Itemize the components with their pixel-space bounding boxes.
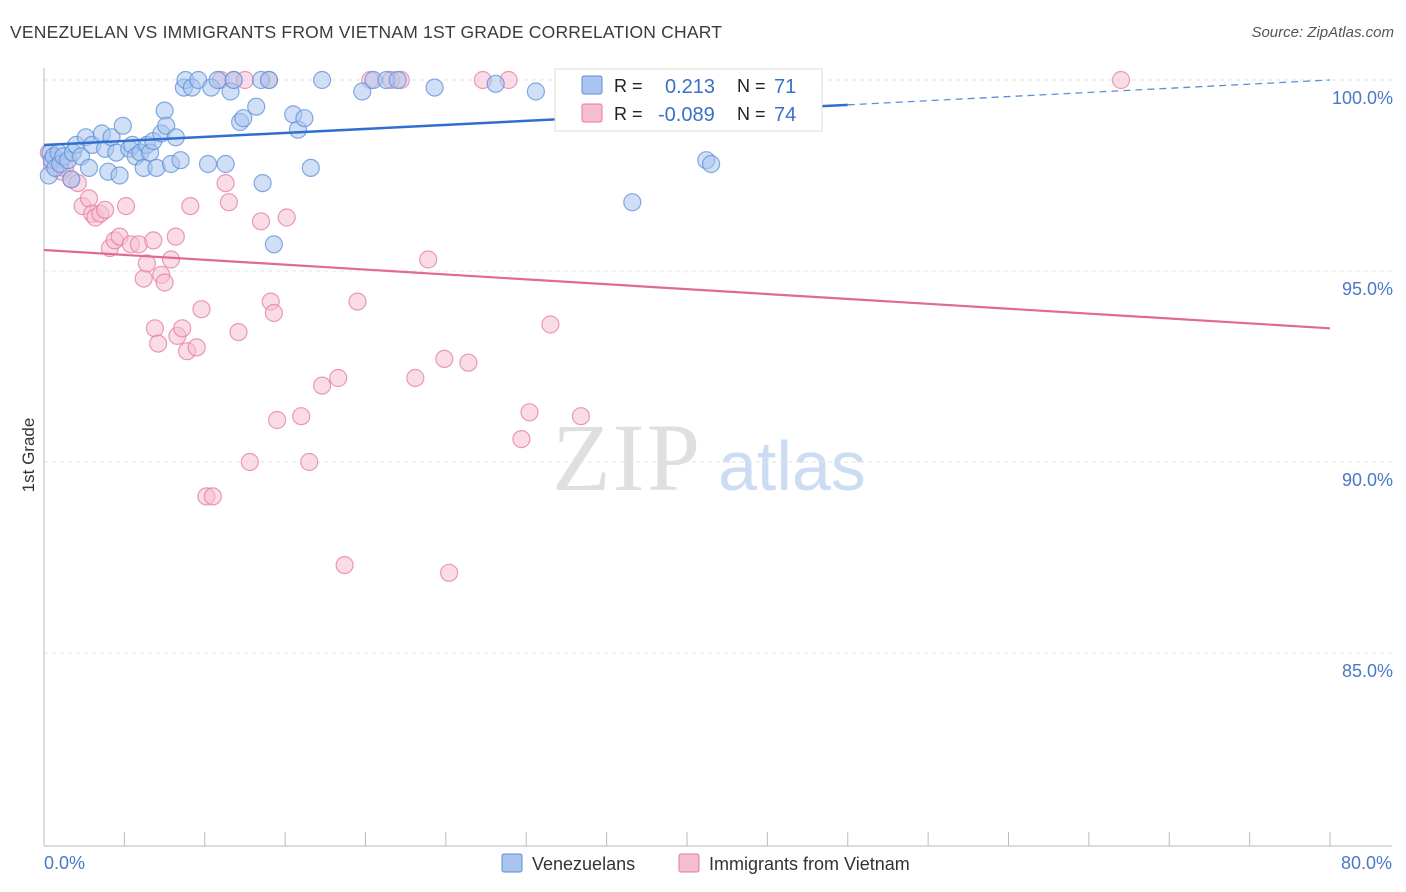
stats-r-value-1: 0.213 [665,76,715,98]
venezuelans-point [110,166,129,185]
venezuelans-point [353,82,372,101]
vietnam-point [1111,70,1131,90]
vietnam-point [329,368,348,388]
y-tick-labels: 100.0% 95.0% 90.0% 85.0% [1332,88,1393,681]
vietnam-point [144,231,163,250]
chart-title: VENEZUELAN VS IMMIGRANTS FROM VIETNAM 1S… [10,22,723,42]
vietnam-point [300,452,319,472]
venezuelans-point [113,116,132,135]
venezuelans-points [39,70,721,254]
vietnam-point [216,174,235,193]
stats-swatch-vietnam [581,103,603,123]
vietnam-point [348,292,367,311]
vietnam-point [264,303,283,323]
vietnam-point [512,430,531,449]
vietnam-point [173,319,192,338]
vietnam-point [406,368,425,388]
venezuelans-point [295,109,314,128]
stats-n-label-2: N = [737,104,766,124]
venezuelans-point [264,235,283,254]
vietnam-point [571,407,591,426]
venezuelans-point [623,193,642,212]
venezuelans-point [171,151,190,170]
vietnam-point [435,349,454,368]
vietnam-point [203,487,222,506]
stats-n-value-1: 71 [774,76,796,98]
venezuelans-point [253,174,272,193]
stats-n-label-1: N = [737,76,766,96]
vietnam-point [268,410,287,430]
vietnam-point [520,403,539,422]
vietnam-point [79,189,99,208]
venezuelans-trend-extension [847,79,1331,106]
vietnam-point [181,197,200,216]
venezuelans-point [701,154,721,174]
venezuelans-point [526,82,546,101]
vietnam-point [292,407,311,426]
vietnam-point [95,200,115,219]
vietnam-point [116,197,136,216]
legend-label-venezuelans: Venezuelans [532,854,635,874]
stats-r-label-1: R = [614,76,643,96]
y-tick-label: 100.0% [1332,88,1393,108]
vietnam-point [155,273,174,292]
legend-swatch-venezuelans [501,853,523,873]
x-ticks [43,832,1331,846]
vietnam-point [277,208,296,227]
vietnam-point [440,563,459,582]
axes [43,68,1392,847]
vietnam-point [229,323,248,342]
y-tick-label: 95.0% [1342,279,1393,299]
vietnam-trend-line [43,248,1331,330]
x-tick-label-max: 80.0% [1341,853,1392,873]
venezuelans-point [313,70,332,90]
vietnam-point [251,212,271,231]
vietnam-point [219,193,238,212]
vietnam-point [335,555,354,575]
stats-n-value-2: 74 [774,104,796,126]
venezuelans-point [224,70,243,90]
vietnam-point [313,376,332,395]
vietnam-point [161,250,181,269]
chart-source: Source: ZipAtlas.com [1251,24,1394,41]
y-tick-label: 90.0% [1342,470,1393,490]
venezuelans-point [486,74,505,93]
venezuelans-point [216,154,235,174]
vietnam-point [459,353,478,372]
stats-r-label-2: R = [614,104,643,124]
venezuelans-point [198,154,218,174]
vietnam-point [187,338,206,357]
stats-r-value-2: -0.089 [658,104,715,126]
venezuelans-point [425,78,444,97]
vietnam-point [419,250,438,269]
y-axis-title: 1st Grade [19,418,38,493]
vietnam-point [240,452,259,472]
series-legend: Venezuelans Immigrants from Vietnam [501,853,910,874]
venezuelans-point [62,170,81,189]
vietnam-point [137,254,156,273]
x-tick-label-min: 0.0% [44,853,85,873]
venezuelans-point [247,97,266,116]
vietnam-point [134,269,153,288]
vietnam-point [149,334,168,353]
legend-swatch-vietnam [678,853,700,873]
stats-legend: R = 0.213 N = 71 R = -0.089 N = 74 [554,68,823,132]
venezuelans-point [234,109,253,128]
venezuelans-point [155,101,174,120]
vietnam-point [145,319,164,338]
vietnam-point [192,300,211,319]
stats-swatch-venezuelans [581,75,603,95]
venezuelans-point [388,70,407,90]
watermark-atlas: atlas [718,427,866,505]
venezuelans-point [301,158,320,177]
venezuelans-point [79,158,99,177]
y-tick-label: 85.0% [1342,661,1393,681]
legend-label-vietnam: Immigrants from Vietnam [709,854,910,874]
vietnam-point [166,227,185,246]
vietnam-point [541,315,560,334]
venezuelans-point [259,70,279,90]
